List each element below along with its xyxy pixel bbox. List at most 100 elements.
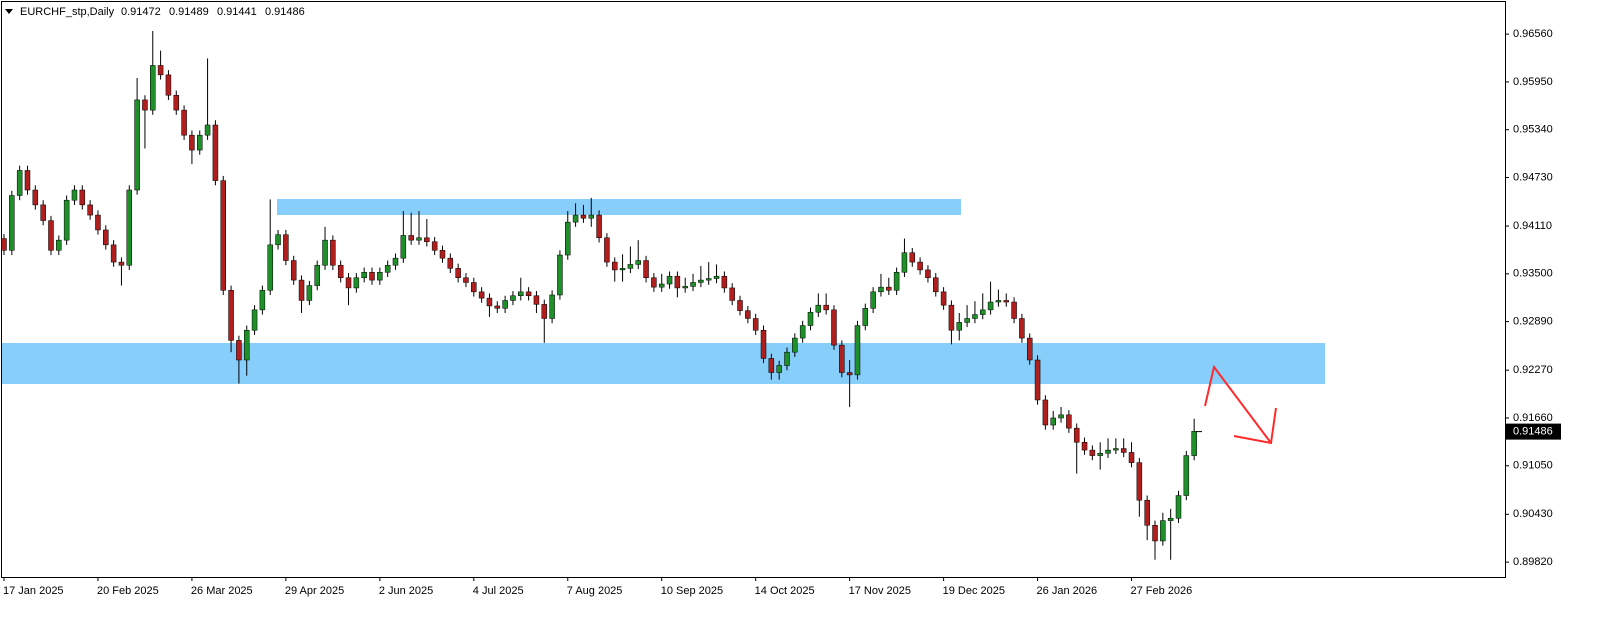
candle-body bbox=[32, 189, 39, 206]
candle-body bbox=[298, 279, 305, 301]
candle-body bbox=[1003, 300, 1009, 303]
x-tick-label: 19 Dec 2025 bbox=[943, 585, 1005, 597]
candle-body bbox=[690, 282, 696, 287]
candle-body bbox=[627, 264, 634, 269]
candle-body bbox=[71, 189, 78, 201]
candle-body bbox=[447, 257, 454, 269]
candle-body bbox=[893, 272, 900, 291]
candle-body bbox=[110, 244, 117, 263]
candle-body bbox=[463, 277, 469, 283]
candle-body bbox=[24, 170, 31, 191]
candle-body bbox=[815, 304, 822, 313]
candle-body bbox=[917, 261, 923, 271]
candle-body bbox=[337, 264, 344, 278]
candle-body bbox=[345, 277, 352, 289]
resistance-zone bbox=[277, 199, 961, 215]
candle-body bbox=[63, 199, 70, 241]
candle-body bbox=[1034, 359, 1041, 401]
y-tick-label: 0.95950 bbox=[1513, 76, 1553, 88]
candle-body bbox=[181, 109, 187, 136]
candle-body bbox=[40, 204, 46, 221]
candle-body bbox=[1191, 431, 1197, 456]
candle-body bbox=[87, 204, 93, 216]
candle-body bbox=[619, 268, 626, 271]
header-high: 0.91489 bbox=[169, 6, 209, 18]
candle-body bbox=[494, 305, 501, 309]
candle-body bbox=[1120, 448, 1127, 453]
header-open: 0.91472 bbox=[121, 6, 161, 18]
candle-body bbox=[377, 272, 383, 281]
candle-body bbox=[1167, 517, 1174, 521]
candle-body bbox=[823, 304, 829, 311]
candle-body bbox=[1073, 427, 1080, 443]
candle-body bbox=[220, 180, 226, 291]
candle-body bbox=[948, 304, 955, 331]
y-tick-label: 0.95340 bbox=[1513, 124, 1553, 136]
candle-body bbox=[1152, 525, 1158, 542]
x-tick-label: 26 Jan 2026 bbox=[1037, 585, 1098, 597]
candle-body bbox=[752, 318, 759, 331]
header-low: 0.91441 bbox=[217, 6, 257, 18]
candle-body bbox=[611, 261, 618, 271]
candle-body bbox=[134, 99, 140, 191]
candle-body bbox=[314, 264, 320, 286]
x-tick-label: 17 Nov 2025 bbox=[849, 585, 911, 597]
candle-body bbox=[212, 124, 219, 181]
candle-body bbox=[197, 134, 203, 151]
candle-body bbox=[361, 272, 367, 278]
x-tick-label: 7 Aug 2025 bbox=[567, 585, 623, 597]
candle-body bbox=[565, 221, 571, 256]
candle-body bbox=[424, 237, 430, 242]
candle-body bbox=[862, 308, 869, 326]
candle-body bbox=[95, 214, 101, 231]
arrow-head bbox=[1233, 407, 1277, 445]
candle-body bbox=[518, 291, 524, 297]
candle-body bbox=[666, 275, 673, 285]
candle-body bbox=[1144, 499, 1150, 526]
candle-body bbox=[557, 254, 563, 296]
candle-body bbox=[1089, 449, 1096, 456]
candle-body bbox=[1160, 520, 1166, 542]
x-tick-label: 10 Sep 2025 bbox=[661, 585, 723, 597]
candle-body bbox=[698, 279, 704, 283]
candle-body bbox=[103, 229, 109, 246]
forecast-arrow bbox=[1204, 364, 1272, 444]
candle-body bbox=[1011, 301, 1017, 319]
y-tick-label: 0.92890 bbox=[1513, 316, 1553, 328]
x-tick-label: 14 Oct 2025 bbox=[755, 585, 815, 597]
candle-body bbox=[886, 286, 892, 291]
y-tick-label: 0.94730 bbox=[1513, 171, 1553, 183]
candle-body bbox=[651, 277, 657, 288]
candle-body bbox=[1113, 448, 1119, 451]
candle-body bbox=[322, 239, 328, 266]
candle-body bbox=[658, 283, 665, 288]
candle-body bbox=[478, 291, 485, 299]
candle-body bbox=[243, 329, 250, 361]
candle-body bbox=[870, 291, 876, 309]
x-tick-label: 26 Mar 2025 bbox=[191, 585, 253, 597]
candle-body bbox=[1097, 452, 1103, 456]
candle-body bbox=[79, 189, 86, 206]
header-close: 0.91486 bbox=[265, 6, 305, 18]
candle-body bbox=[768, 358, 775, 373]
candle-body bbox=[267, 244, 273, 291]
candle-body bbox=[16, 170, 23, 196]
candle-body bbox=[306, 285, 313, 301]
candle-body bbox=[580, 214, 587, 219]
candle-body bbox=[901, 252, 908, 273]
support-zone bbox=[2, 343, 1325, 384]
candle-body bbox=[737, 300, 743, 311]
plot-frame bbox=[1, 1, 1506, 578]
candle-body bbox=[721, 275, 728, 289]
candle-body bbox=[1058, 414, 1064, 419]
candle-body bbox=[165, 74, 172, 96]
candle-body bbox=[635, 260, 641, 265]
y-tick-label: 0.91050 bbox=[1513, 460, 1553, 472]
candle-body bbox=[150, 65, 156, 111]
candle-body bbox=[1066, 414, 1072, 429]
candle-body bbox=[854, 325, 861, 376]
candle-body bbox=[290, 260, 297, 281]
candle-body bbox=[228, 290, 234, 341]
header-triangle bbox=[5, 9, 13, 14]
